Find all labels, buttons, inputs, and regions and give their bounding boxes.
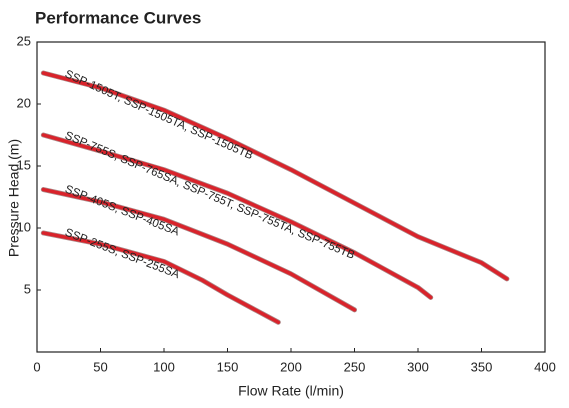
x-tick-label: 350 <box>471 359 493 374</box>
x-tick-label: 200 <box>280 359 302 374</box>
curve-shadow <box>40 230 281 325</box>
curve <box>41 71 509 281</box>
x-axis-title: Flow Rate (l/min) <box>238 383 344 399</box>
y-tick-label: 20 <box>17 95 31 110</box>
chart-title: Performance Curves <box>35 8 201 27</box>
curve <box>41 133 433 300</box>
x-tick-label: 150 <box>217 359 239 374</box>
y-tick-label: 15 <box>17 157 31 172</box>
curve-shadow <box>40 187 357 313</box>
x-tick-label: 50 <box>93 359 107 374</box>
curve-shadow <box>40 132 434 300</box>
y-axis-title: Pressure Head (m) <box>6 139 22 257</box>
x-tick-label: 0 <box>33 359 40 374</box>
curve <box>41 187 357 312</box>
curve-label: SSP-405S, SSP-405SA <box>63 183 181 238</box>
curve <box>41 231 281 324</box>
x-tick-label: 300 <box>407 359 429 374</box>
x-tick-label: 250 <box>344 359 366 374</box>
x-tick-label: 100 <box>153 359 175 374</box>
x-tick-label: 400 <box>534 359 556 374</box>
y-tick-label: 5 <box>24 281 31 296</box>
curve-label: SSP-255S, SSP-255SA <box>63 227 181 281</box>
y-tick-label: 25 <box>17 33 31 48</box>
y-tick-label: 10 <box>17 219 31 234</box>
